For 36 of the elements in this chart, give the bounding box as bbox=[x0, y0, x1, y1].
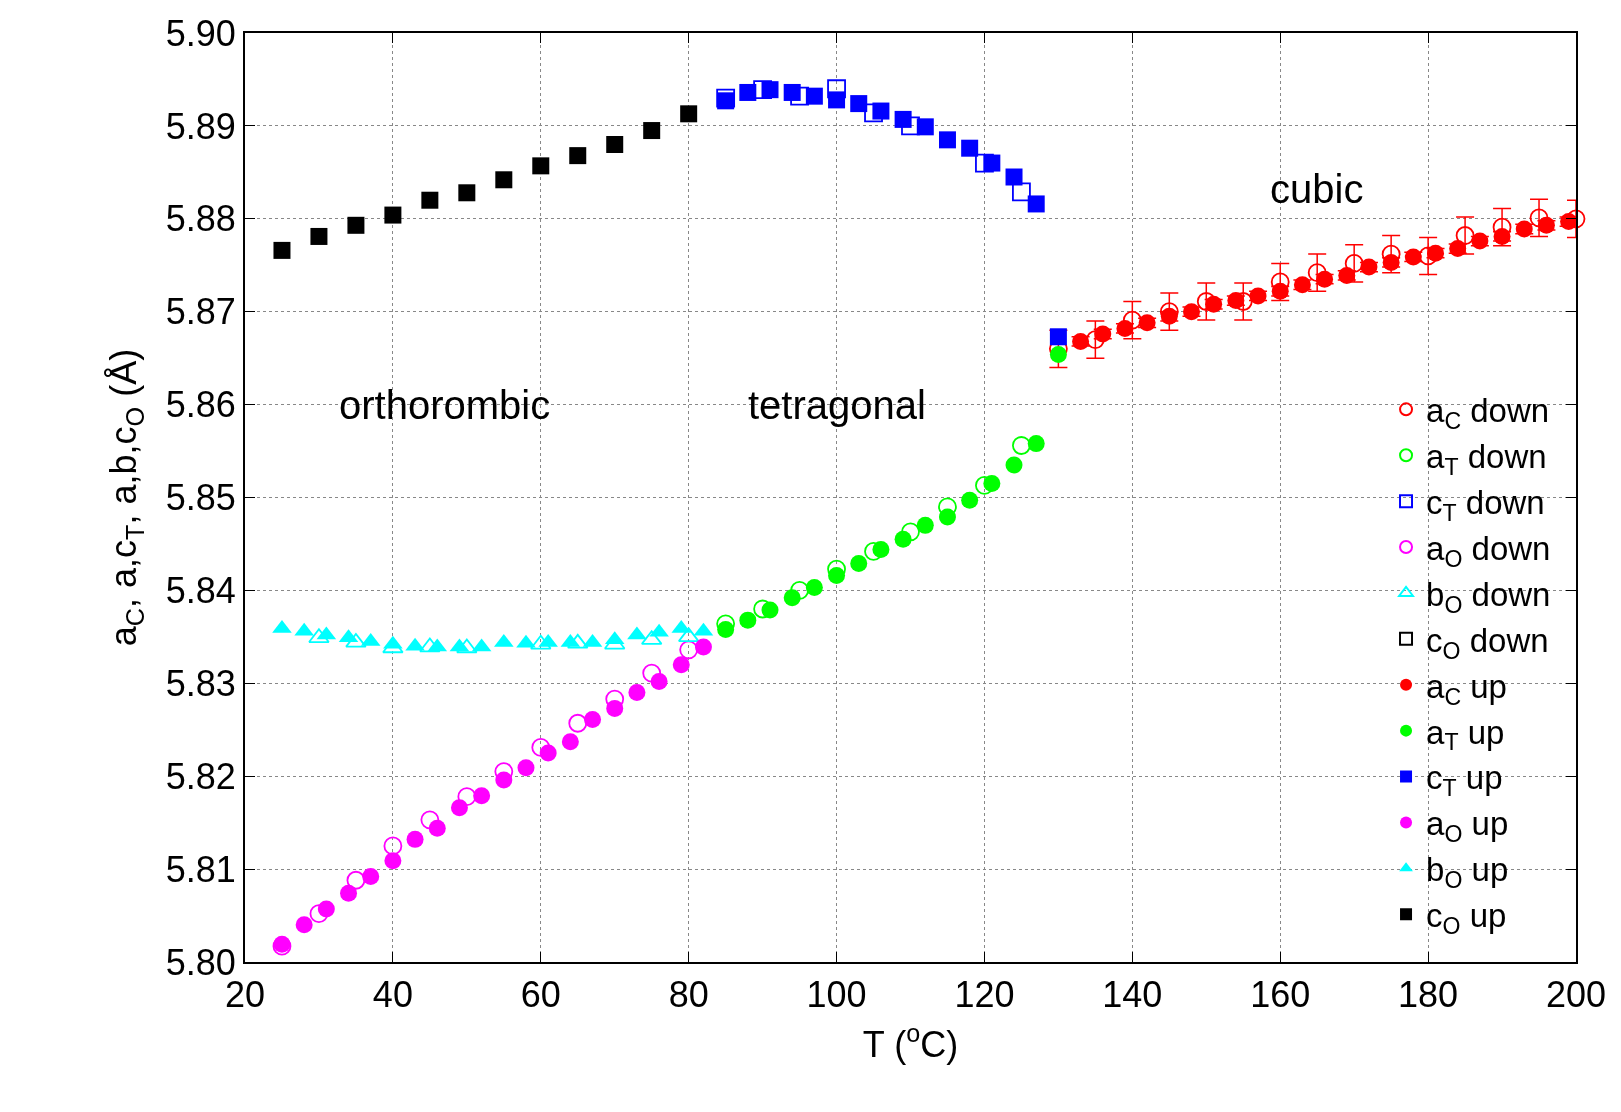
legend-label: c$_{T}$ down bbox=[1426, 483, 1545, 526]
x-tick-label: 60 bbox=[520, 974, 561, 1016]
y-tick-label: 5.83 bbox=[165, 662, 236, 704]
y-tick-label: 5.90 bbox=[165, 12, 236, 54]
y-tick-label: 5.84 bbox=[165, 570, 236, 611]
x-tick-label: 40 bbox=[372, 974, 413, 1016]
legend-label: c$_{O}$ up bbox=[1426, 897, 1507, 940]
legend-label: a$_{T}$ down bbox=[1426, 438, 1547, 481]
x-tick-label: 100 bbox=[806, 974, 867, 1016]
legend-label: c$_{O}$ down bbox=[1426, 621, 1549, 664]
x-tick-label: 180 bbox=[1398, 974, 1459, 1016]
y-tick-label: 5.85 bbox=[165, 477, 236, 519]
x-tick-label: 80 bbox=[668, 974, 709, 1016]
legend-label: b$_{O}$ up bbox=[1426, 851, 1509, 894]
legend-label: b$_{O}$ down bbox=[1426, 575, 1551, 618]
y-tick-label: 5.88 bbox=[165, 198, 236, 240]
annotation: tetragonal bbox=[748, 383, 926, 427]
x-tick-label: 20 bbox=[224, 974, 266, 1016]
annotation: cubic bbox=[1270, 167, 1364, 211]
x-tick-label: 160 bbox=[1250, 974, 1311, 1016]
x-tick-label: 140 bbox=[1102, 974, 1163, 1016]
legend-label: c$_{T}$ up bbox=[1426, 759, 1503, 802]
legend-label: a$_{C}$ down bbox=[1426, 392, 1550, 435]
annotation: orthorombic bbox=[339, 383, 551, 427]
legend-label: a$_{O}$ down bbox=[1426, 529, 1551, 572]
y-tick-label: 5.86 bbox=[165, 384, 236, 426]
legend-label: a$_{T}$ up bbox=[1426, 713, 1505, 756]
y-tick-label: 5.81 bbox=[165, 848, 236, 890]
y-tick-label: 5.89 bbox=[165, 105, 236, 147]
x-axis-title: T ($^{o}$C) bbox=[862, 1019, 959, 1066]
x-tick-label: 200 bbox=[1545, 974, 1607, 1016]
y-tick-label: 5.82 bbox=[165, 755, 236, 797]
legend-label: a$_{O}$ up bbox=[1426, 805, 1509, 848]
legend-label: a$_{C}$ up bbox=[1426, 667, 1507, 710]
x-tick-label: 120 bbox=[954, 974, 1015, 1016]
y-tick-label: 5.87 bbox=[165, 291, 236, 333]
